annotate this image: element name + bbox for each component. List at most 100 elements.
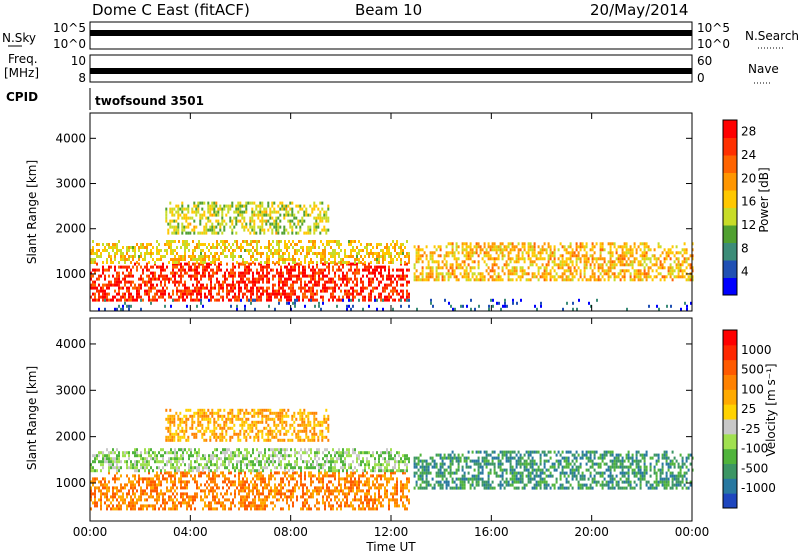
velocity-cell-348	[190, 474, 192, 478]
power-cell-607	[258, 277, 260, 281]
power-cell-1766	[404, 255, 406, 258]
power-cell-3150	[677, 272, 680, 276]
power-cell-1910	[211, 225, 214, 229]
velocity-cell-826	[332, 474, 334, 478]
power-cell-529	[238, 289, 240, 293]
power-cell-2382	[457, 266, 460, 270]
power-cell-3018	[635, 275, 638, 279]
power-cell-2511	[493, 278, 496, 282]
power-cell-70	[110, 265, 112, 269]
power-cell-2187	[311, 207, 314, 211]
power-cell-3275	[430, 298, 432, 302]
velocity-cell-171	[142, 480, 144, 484]
power-cell-2474	[483, 278, 486, 282]
power-cell-1082	[388, 271, 390, 275]
power-cell-2805	[577, 251, 580, 255]
power-cell-2461	[479, 275, 482, 279]
power-cell-563	[246, 295, 248, 299]
power-cell-627	[262, 280, 264, 284]
velocity-cell-1472	[260, 451, 262, 455]
power-cell-2326	[441, 272, 444, 276]
velocity-cell-915	[356, 483, 358, 487]
power-cell-486	[226, 295, 228, 299]
power-cell-2802	[575, 269, 578, 273]
velocity-cell-1487	[266, 460, 268, 464]
power-cell-3290	[488, 304, 490, 308]
power-cell-909	[338, 265, 340, 269]
power-cell-703	[282, 292, 284, 296]
power-cell-386	[198, 280, 200, 284]
power-cell-1618	[330, 252, 332, 255]
power-cell-1925	[215, 219, 218, 223]
velocity-cell-580	[258, 495, 260, 499]
power-cell-2992	[629, 254, 632, 258]
velocity-cell-355	[192, 498, 194, 502]
power-cell-863	[324, 262, 326, 266]
velocity-cell-697	[292, 486, 294, 490]
power-cell-2798	[575, 254, 578, 258]
power-cell-722	[288, 271, 290, 275]
power-cell-1631	[334, 261, 336, 264]
velocity-cell-1031	[388, 498, 390, 502]
power-cell-206	[150, 283, 152, 287]
velocity-cell-1169	[124, 451, 126, 455]
power-cell-2880	[599, 251, 602, 255]
power-cell-2147	[291, 231, 294, 235]
power-cell-778	[302, 268, 304, 272]
power-cell-3324	[666, 304, 668, 308]
power-cell-2966	[623, 242, 626, 246]
velocity-cell-926	[358, 498, 360, 502]
power-cell-1875	[201, 201, 204, 205]
power-cell-1527	[284, 258, 286, 261]
velocity-cell-1265	[168, 460, 170, 464]
power-cell-1865	[197, 204, 200, 208]
power-cell-1630	[334, 258, 336, 261]
velocity-cell-995	[376, 504, 378, 508]
velocity-cell-971	[370, 486, 372, 490]
power-cell-2019	[251, 213, 254, 217]
power-cell-181	[144, 280, 146, 284]
velocity-cell-1326	[194, 460, 196, 464]
velocity-cell-828	[332, 489, 334, 493]
power-cell-2857	[591, 272, 594, 276]
velocity-cell-65	[110, 507, 112, 511]
power-cell-2362	[451, 272, 454, 276]
velocity-cell-620	[268, 480, 270, 484]
power-cell-1384	[212, 258, 214, 261]
power-cell-2221	[323, 216, 326, 220]
power-cell-1158	[92, 258, 94, 261]
power-cell-2757	[565, 251, 568, 255]
power-cell-1059	[380, 295, 382, 299]
power-cell-2329	[443, 254, 446, 258]
velocity-cell-299	[176, 492, 178, 496]
power-cell-728	[288, 298, 290, 302]
power-cell-769	[298, 298, 300, 302]
power-cell-1457	[252, 240, 254, 243]
power-cell-2381	[457, 263, 460, 267]
power-cell-2750	[563, 248, 566, 252]
power-cell-1396	[218, 243, 220, 246]
power-cell-844	[318, 274, 320, 278]
velocity-cell-269	[170, 471, 172, 475]
power-cell-2088	[273, 201, 276, 205]
power-cell-912	[338, 277, 340, 281]
power-cell-1736	[390, 243, 392, 246]
velocity-cell-123	[128, 504, 130, 508]
power-cell-51	[104, 283, 106, 287]
power-cell-1475	[260, 255, 262, 258]
power-cell-2764	[567, 245, 570, 249]
power-cell-474	[222, 298, 224, 302]
power-cell-1797	[173, 219, 176, 223]
velocity-cell-654	[278, 498, 280, 502]
power-cell-1155	[92, 246, 94, 249]
velocity-cell-148	[134, 501, 136, 505]
power-cell-3158	[681, 254, 684, 258]
power-cell-392	[200, 274, 202, 278]
power-cell-1444	[244, 261, 246, 264]
power-cell-507	[232, 283, 234, 287]
power-cell-2436	[471, 275, 474, 279]
velocity-cell-1408	[232, 451, 234, 455]
power-cell-3156	[679, 275, 682, 279]
power-cell-1522	[282, 261, 284, 264]
velocity-cell-302	[176, 507, 178, 511]
